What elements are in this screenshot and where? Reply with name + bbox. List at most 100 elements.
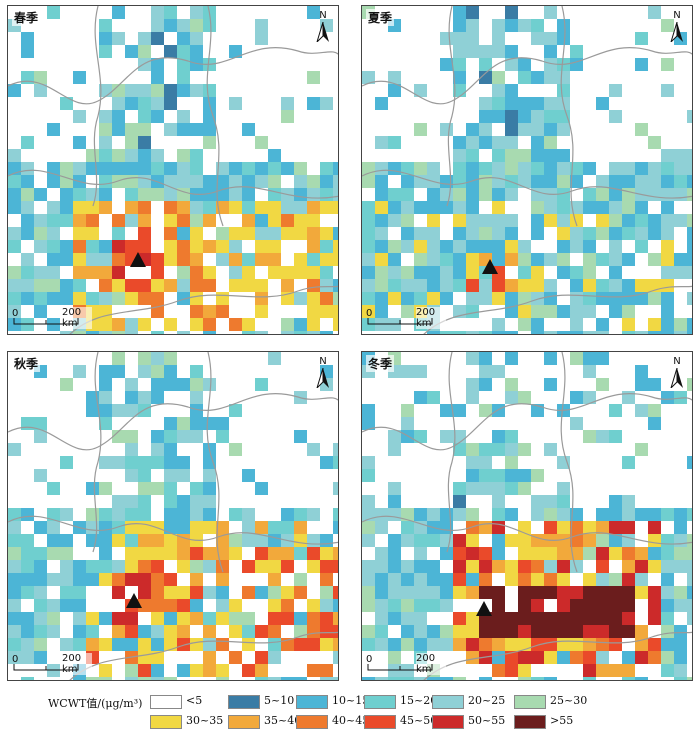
grid-cell — [440, 508, 453, 521]
grid-cell — [531, 638, 544, 651]
grid-cell — [596, 253, 609, 266]
grid-cell — [362, 677, 375, 680]
grid-cell — [427, 279, 440, 292]
grid-cell — [648, 188, 661, 201]
grid-cell — [518, 71, 531, 84]
grid-cell — [138, 227, 151, 240]
grid-cell — [531, 162, 544, 175]
grid-cell — [47, 482, 60, 495]
grid-cell — [505, 162, 518, 175]
map-panel-winter: 冬季 N 0 200 km — [361, 351, 693, 681]
grid-cell — [8, 149, 21, 162]
grid-cell — [34, 188, 47, 201]
grid-cell — [401, 677, 414, 680]
grid-cell — [216, 586, 229, 599]
grid-cell — [34, 71, 47, 84]
grid-cell — [229, 318, 242, 331]
grid-cell — [229, 508, 242, 521]
grid-cell — [216, 292, 229, 305]
grid-cell — [674, 521, 687, 534]
grid-cell — [177, 266, 190, 279]
grid-cell — [453, 240, 466, 253]
grid-cell — [687, 612, 692, 625]
grid-cell — [440, 586, 453, 599]
grid-cell — [661, 227, 674, 240]
grid-cell — [375, 508, 388, 521]
grid-cell — [333, 586, 338, 599]
grid-cell — [229, 162, 242, 175]
grid-cell — [99, 456, 112, 469]
grid-cell — [151, 19, 164, 32]
grid-cell — [125, 534, 138, 547]
grid-cell — [544, 651, 557, 664]
grid-cell — [112, 404, 125, 417]
grid-cell — [34, 266, 47, 279]
grid-cell — [570, 391, 583, 404]
grid-cell — [518, 677, 531, 680]
grid-cell — [609, 625, 622, 638]
grid-cell — [151, 534, 164, 547]
grid-cell — [388, 586, 401, 599]
grid-cell — [427, 240, 440, 253]
grid-cell — [544, 149, 557, 162]
grid-cell — [518, 651, 531, 664]
grid-cell — [492, 521, 505, 534]
grid-cell — [414, 266, 427, 279]
scale-bar: 0 200 km — [366, 653, 446, 675]
grid-cell — [203, 482, 216, 495]
grid-cell — [86, 508, 99, 521]
grid-cell — [453, 175, 466, 188]
grid-cell — [255, 201, 268, 214]
grid-cell — [427, 292, 440, 305]
grid-cell — [479, 378, 492, 391]
grid-cell — [99, 136, 112, 149]
grid-cell — [138, 84, 151, 97]
grid-cell — [635, 162, 648, 175]
receptor-site-icon — [130, 252, 146, 267]
grid-cell — [229, 227, 242, 240]
grid-cell — [505, 469, 518, 482]
grid-cell — [466, 188, 479, 201]
grid-cell — [138, 534, 151, 547]
grid-cell — [609, 162, 622, 175]
grid-cell — [21, 586, 34, 599]
grid-cell — [112, 110, 125, 123]
grid-cell — [281, 560, 294, 573]
grid-cell — [216, 253, 229, 266]
grid-cell — [190, 547, 203, 560]
grid-cell — [674, 651, 687, 664]
legend-label: >55 — [550, 714, 574, 727]
grid-cell — [177, 253, 190, 266]
grid-cell — [505, 391, 518, 404]
grid-cell — [544, 201, 557, 214]
grid-cell — [609, 279, 622, 292]
grid-cell — [21, 612, 34, 625]
map-panel-spring: 春季 N 0 200 km — [7, 5, 339, 335]
grid-cell — [570, 175, 583, 188]
grid-cell — [151, 443, 164, 456]
grid-cell — [8, 443, 21, 456]
grid-cell — [216, 417, 229, 430]
grid-cell — [687, 266, 692, 279]
grid-cell — [505, 279, 518, 292]
grid-cell — [375, 240, 388, 253]
grid-cell — [281, 586, 294, 599]
grid-cell — [622, 586, 635, 599]
grid-cell — [466, 240, 479, 253]
grid-cell — [255, 586, 268, 599]
grid-cell — [242, 188, 255, 201]
grid-cell — [375, 560, 388, 573]
grid-cell — [648, 560, 661, 573]
grid-cell — [21, 573, 34, 586]
grid-cell — [151, 560, 164, 573]
grid-cell — [125, 664, 138, 677]
grid-cell — [388, 534, 401, 547]
grid-cell — [544, 71, 557, 84]
grid-cell — [453, 573, 466, 586]
grid-cell — [177, 123, 190, 136]
grid-cell — [635, 443, 648, 456]
grid-cell — [453, 625, 466, 638]
grid-cell — [112, 162, 125, 175]
grid-cell — [505, 430, 518, 443]
grid-cell — [60, 162, 73, 175]
